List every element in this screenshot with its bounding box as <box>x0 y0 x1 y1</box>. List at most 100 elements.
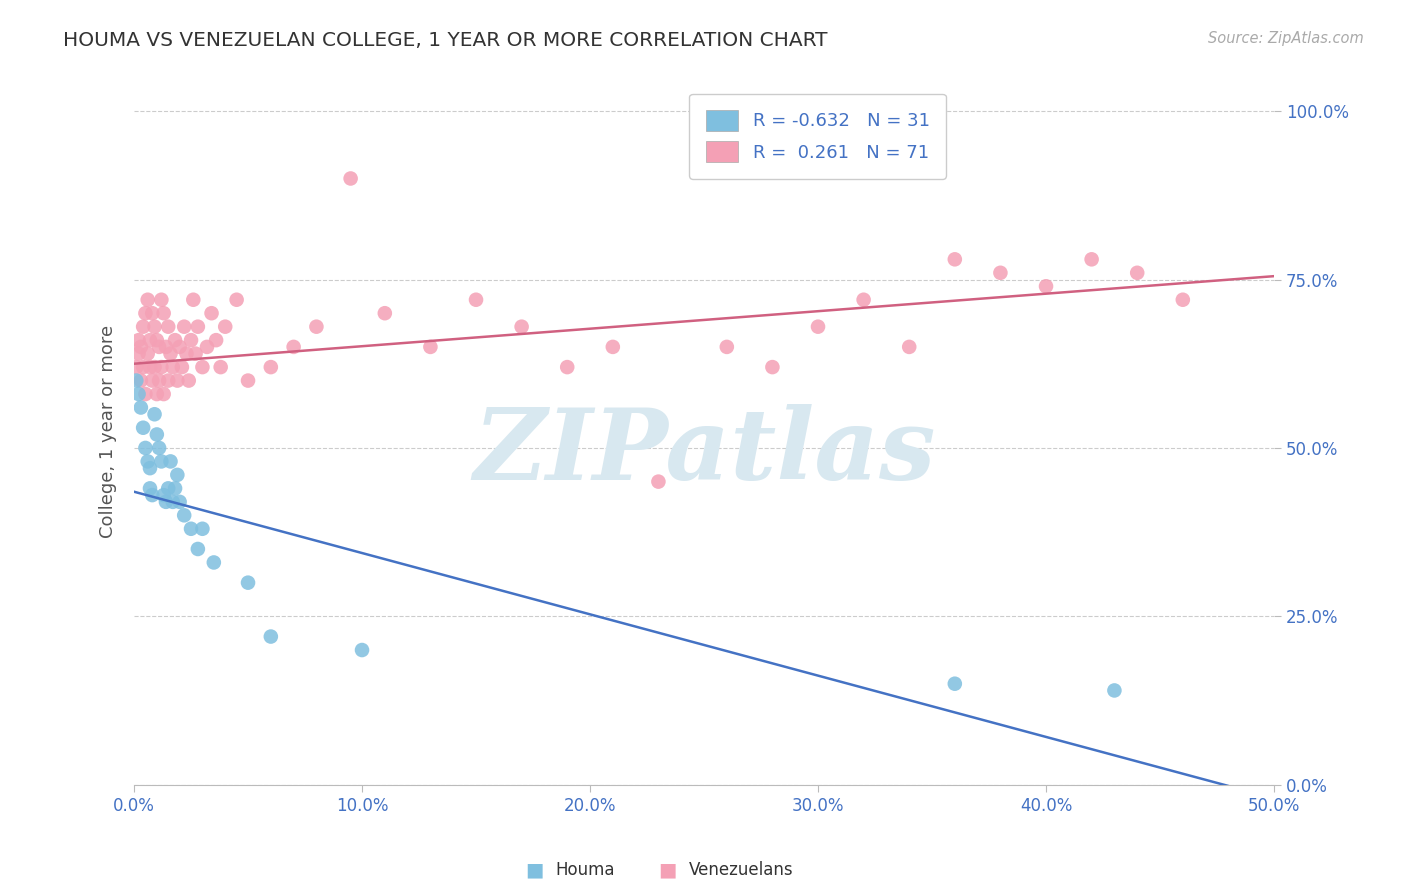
Point <box>134 306 156 320</box>
Point <box>146 427 169 442</box>
Point <box>1035 279 1057 293</box>
Point <box>173 508 195 523</box>
Point <box>181 293 204 307</box>
Text: Source: ZipAtlas.com: Source: ZipAtlas.com <box>1208 31 1364 46</box>
Point <box>260 360 283 375</box>
Point <box>419 340 441 354</box>
Point <box>176 346 198 360</box>
Point <box>465 293 488 307</box>
Point <box>200 306 222 320</box>
Point <box>180 333 202 347</box>
Text: Houma: Houma <box>555 861 614 879</box>
Point <box>177 374 200 388</box>
Point <box>128 387 150 401</box>
Text: HOUMA VS VENEZUELAN COLLEGE, 1 YEAR OR MORE CORRELATION CHART: HOUMA VS VENEZUELAN COLLEGE, 1 YEAR OR M… <box>63 31 828 50</box>
Point <box>157 481 180 495</box>
Point <box>214 319 236 334</box>
Point <box>136 346 159 360</box>
Point <box>159 454 181 468</box>
Point <box>141 488 163 502</box>
Point <box>180 522 202 536</box>
Point <box>283 340 305 354</box>
Point <box>807 319 830 334</box>
Point <box>146 333 169 347</box>
Point <box>162 360 184 375</box>
Point <box>125 360 148 375</box>
Text: Venezuelans: Venezuelans <box>689 861 793 879</box>
Point <box>852 293 875 307</box>
Point <box>141 374 163 388</box>
Point <box>943 676 966 690</box>
Point <box>761 360 783 375</box>
Point <box>132 421 155 435</box>
Point <box>260 630 283 644</box>
Point <box>129 374 152 388</box>
Point <box>155 495 177 509</box>
Point <box>191 360 214 375</box>
Point <box>148 340 170 354</box>
Point <box>187 541 209 556</box>
Point <box>170 360 193 375</box>
Point <box>169 340 191 354</box>
Point <box>184 346 207 360</box>
Text: ■: ■ <box>658 860 678 880</box>
Point <box>146 387 169 401</box>
Point <box>134 441 156 455</box>
Point <box>350 643 373 657</box>
Point <box>191 522 214 536</box>
Point <box>136 293 159 307</box>
Point <box>150 293 173 307</box>
Point <box>555 360 578 375</box>
Y-axis label: College, 1 year or more: College, 1 year or more <box>100 325 117 538</box>
Point <box>139 360 162 375</box>
Point <box>152 488 174 502</box>
Point <box>159 346 181 360</box>
Point <box>187 319 209 334</box>
Point <box>1171 293 1194 307</box>
Point <box>166 467 188 482</box>
Point <box>236 575 259 590</box>
Point <box>374 306 396 320</box>
Point <box>898 340 921 354</box>
Point <box>305 319 328 334</box>
Point <box>155 340 177 354</box>
Point <box>132 360 155 375</box>
Text: ZIPatlas: ZIPatlas <box>472 404 935 500</box>
Point <box>150 454 173 468</box>
Point <box>148 441 170 455</box>
Point <box>162 495 184 509</box>
Point <box>132 319 155 334</box>
Point <box>157 319 180 334</box>
Point <box>139 461 162 475</box>
Point <box>143 360 166 375</box>
Point <box>990 266 1012 280</box>
Point <box>129 401 152 415</box>
Point <box>152 387 174 401</box>
Point <box>157 374 180 388</box>
Point <box>152 306 174 320</box>
Point <box>139 333 162 347</box>
Point <box>136 454 159 468</box>
Point <box>125 374 148 388</box>
Point <box>225 293 247 307</box>
Point <box>129 340 152 354</box>
Legend: R = -0.632   N = 31, R =  0.261   N = 71: R = -0.632 N = 31, R = 0.261 N = 71 <box>689 94 946 178</box>
Point <box>236 374 259 388</box>
Point <box>209 360 232 375</box>
Point <box>139 481 162 495</box>
Point <box>165 333 187 347</box>
Point <box>205 333 228 347</box>
Point <box>169 495 191 509</box>
Point <box>143 407 166 421</box>
Point <box>1104 683 1126 698</box>
Point <box>647 475 669 489</box>
Point <box>148 374 170 388</box>
Point <box>165 481 187 495</box>
Point <box>339 171 361 186</box>
Point <box>202 556 225 570</box>
Point <box>1126 266 1149 280</box>
Point <box>141 306 163 320</box>
Point <box>128 346 150 360</box>
Point <box>943 252 966 267</box>
Point <box>195 340 218 354</box>
